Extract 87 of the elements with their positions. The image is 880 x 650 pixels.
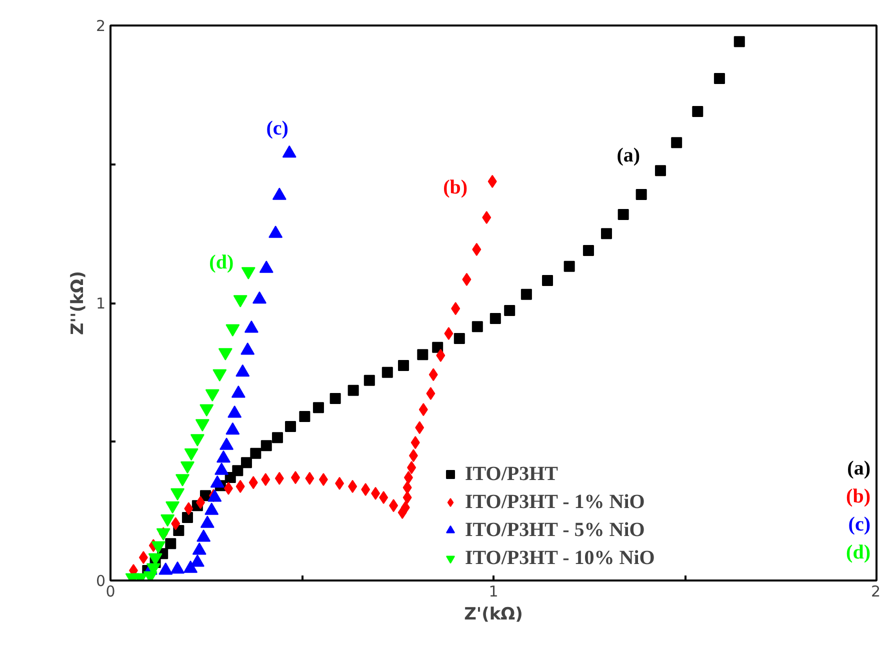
point (404, 471, 413, 484)
x-axis-title: Z'(kΩ) (464, 604, 523, 624)
point (236, 480, 245, 493)
point (692, 106, 704, 118)
point (364, 374, 375, 386)
point (285, 420, 296, 432)
point (299, 410, 310, 422)
point (389, 499, 398, 512)
point (290, 471, 300, 484)
point (402, 481, 412, 494)
annotation: (a) (847, 458, 871, 480)
y-tick-label: 2 (96, 17, 106, 35)
point (618, 208, 629, 220)
point (444, 327, 454, 340)
point (490, 313, 501, 324)
point (379, 491, 388, 504)
point (248, 476, 258, 490)
point (305, 472, 314, 485)
point (462, 272, 472, 286)
point (454, 333, 465, 344)
point (488, 174, 497, 188)
point (432, 342, 444, 353)
point (261, 472, 270, 486)
point (165, 538, 176, 550)
point (542, 275, 554, 286)
point (415, 421, 424, 434)
point (348, 480, 358, 493)
legend-label: ITO/P3HT - 5% NiO (465, 518, 645, 542)
x-tick-label: 2 (870, 582, 880, 600)
point (472, 321, 483, 332)
point (398, 360, 409, 371)
point (418, 403, 428, 416)
annotation: (d) (846, 542, 871, 564)
point (260, 440, 272, 452)
point (318, 472, 328, 486)
point (224, 482, 233, 495)
point (196, 496, 206, 510)
point (182, 512, 193, 524)
annotation: (b) (846, 486, 871, 508)
point (734, 36, 745, 48)
point (240, 457, 252, 468)
y-axis-title: Z''(kΩ) (68, 270, 88, 336)
point (408, 449, 418, 462)
point (371, 486, 380, 500)
point (714, 73, 725, 84)
point (654, 165, 666, 176)
annotation: (a) (616, 144, 640, 167)
point (417, 349, 428, 360)
point (250, 448, 262, 459)
point (671, 137, 682, 148)
point (274, 472, 284, 485)
annotation: (c) (848, 514, 871, 536)
point (600, 228, 612, 240)
point (504, 304, 516, 316)
point (410, 436, 420, 450)
point (330, 392, 341, 404)
point (472, 242, 482, 256)
point (426, 386, 436, 400)
point (582, 245, 594, 256)
point (335, 476, 344, 490)
point (451, 302, 460, 316)
legend-label: ITO/P3HT - 1% NiO (465, 490, 645, 514)
point (361, 482, 370, 496)
point (400, 501, 410, 514)
point (138, 550, 148, 564)
annotation: (c) (266, 117, 288, 140)
point (171, 517, 180, 530)
point (184, 502, 194, 516)
point (382, 366, 393, 378)
point (482, 211, 492, 224)
y-tick-label: 1 (96, 294, 106, 312)
point (232, 465, 244, 476)
point (436, 348, 446, 362)
point (348, 384, 359, 396)
legend-label: ITO/P3HT - 10% NiO (465, 546, 655, 570)
annotation: (d) (209, 251, 234, 274)
point (428, 368, 438, 382)
point (520, 288, 532, 300)
point (407, 461, 416, 474)
legend-label: ITO/P3HT (465, 462, 558, 486)
point (564, 260, 575, 272)
point (636, 188, 647, 200)
point (402, 491, 412, 504)
point (272, 432, 283, 444)
annotation: (b) (443, 176, 468, 198)
point (312, 402, 324, 414)
x-tick-label: 1 (488, 582, 498, 600)
